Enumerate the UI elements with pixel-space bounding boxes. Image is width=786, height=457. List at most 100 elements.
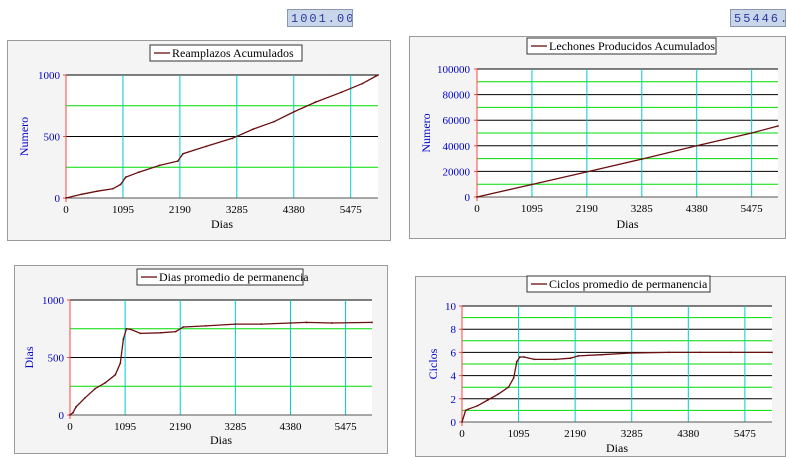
data-point [159, 331, 162, 334]
data-point [205, 145, 208, 148]
x-tick-label: 3285 [226, 204, 249, 216]
data-point [182, 326, 185, 328]
data-point [476, 196, 478, 198]
x-tick-label: 4380 [279, 421, 302, 433]
y-tick-label: 40000 [443, 141, 471, 153]
y-tick-label: 10 [445, 301, 457, 313]
data-point [114, 373, 117, 376]
chart-title: Ciclos promedio de permanencia [549, 277, 708, 291]
data-point [252, 128, 255, 131]
data-point [94, 387, 97, 390]
data-point [486, 399, 489, 401]
x-tick-label: 2190 [169, 421, 192, 433]
data-point [119, 362, 122, 365]
chart-3: 0 500 1000 0 1095 2190 3285 4380 5475 Dias promed… [22, 268, 373, 447]
data-point [80, 193, 83, 196]
x-tick-label: 3285 [631, 203, 654, 215]
data-point [533, 358, 536, 361]
data-point [512, 377, 515, 379]
data-point [777, 125, 779, 127]
data-point [476, 404, 479, 407]
data-point [84, 396, 86, 399]
data-point [361, 82, 364, 85]
data-point [234, 323, 237, 326]
data-point [569, 357, 572, 360]
data-point [289, 322, 292, 324]
data-point [507, 386, 510, 389]
legend-box [526, 275, 711, 293]
chart-title: Reamplazos Acumulados [172, 46, 294, 60]
y-tick-label: 0 [55, 193, 61, 205]
legend-box [526, 37, 717, 55]
y-tick-label: 8 [451, 324, 457, 336]
x-tick-label: 1095 [114, 421, 137, 433]
data-point [640, 158, 643, 161]
data-point [630, 352, 633, 354]
data-point [330, 322, 333, 324]
x-tick-label: 2190 [576, 203, 599, 215]
x-tick-label: 0 [63, 204, 69, 216]
chart-2: 0 20000 40000 60000 80000 100000 0 1095 2190 3285… [419, 37, 779, 231]
data-point [461, 421, 463, 423]
y-tick-label: 80000 [443, 90, 471, 102]
y-tick-label: 500 [48, 353, 65, 365]
data-point [174, 330, 177, 333]
y-tick-label: 60000 [443, 115, 471, 127]
value-readout-right: 55446.0 [730, 9, 786, 27]
data-point [96, 190, 99, 193]
x-tick-label: 0 [67, 421, 73, 433]
x-tick-label: 2190 [169, 204, 192, 216]
data-point [129, 328, 132, 331]
y-axis-label: Numero [419, 113, 433, 152]
data-point [231, 137, 234, 140]
data-point [600, 353, 603, 356]
data-point [729, 351, 732, 354]
data-point [125, 327, 128, 330]
data-point [139, 332, 142, 335]
x-tick-label: 3285 [621, 428, 644, 440]
data-point [72, 411, 74, 414]
data-point [182, 152, 184, 155]
y-tick-label: 2 [451, 394, 457, 406]
y-tick-label: 6 [451, 347, 457, 359]
x-tick-label: 5475 [340, 204, 363, 216]
y-tick-label: 20000 [443, 166, 471, 178]
data-point [176, 160, 179, 163]
data-point [585, 171, 588, 173]
data-point [119, 183, 122, 186]
x-tick-label: 1095 [521, 203, 544, 215]
data-point [104, 381, 107, 384]
x-axis-label: Dias [606, 441, 628, 455]
x-tick-label: 0 [474, 203, 480, 215]
y-axis-label: Dias [22, 346, 36, 368]
y-tick-label: 500 [44, 132, 61, 144]
chart-4: 0 2 4 6 8 10 0 1095 2190 3285 4380 5475 Ciclos prome… [426, 275, 773, 455]
x-axis-label: Dias [210, 433, 232, 447]
y-tick-label: 1000 [38, 70, 61, 82]
data-point [75, 406, 77, 408]
data-point [497, 393, 500, 396]
y-tick-label: 0 [465, 192, 471, 204]
legend-box [136, 268, 304, 286]
data-point [523, 356, 525, 358]
y-tick-label: 0 [59, 410, 65, 422]
data-point [158, 164, 161, 167]
chart-title: Dias promedio de permanencia [159, 270, 309, 284]
y-tick-label: 0 [451, 417, 457, 429]
data-point [305, 321, 308, 324]
data-point [698, 351, 701, 354]
chart-title: Lechones Producidos Acumulados [549, 39, 715, 53]
x-tick-label: 4380 [677, 428, 700, 440]
data-point [750, 132, 753, 134]
y-tick-label: 4 [451, 371, 457, 383]
data-point [464, 409, 467, 412]
y-tick-label: 1000 [42, 295, 65, 307]
data-point [377, 74, 379, 76]
value-readout-left: 1001.00 [287, 9, 353, 27]
x-tick-label: 4380 [283, 204, 306, 216]
x-axis-label: Dias [211, 217, 233, 231]
data-point [518, 356, 521, 358]
data-point [531, 183, 533, 186]
legend-box [149, 44, 303, 62]
x-tick-label: 5475 [734, 428, 757, 440]
